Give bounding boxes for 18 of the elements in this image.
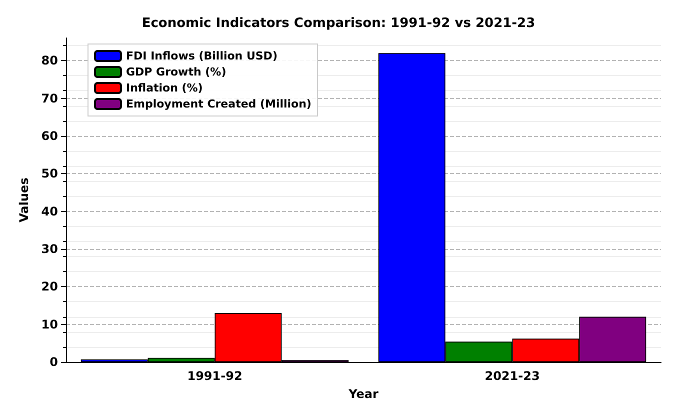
y-tick-label: 50 <box>41 166 58 181</box>
legend-label: Inflation (%) <box>126 82 203 94</box>
y-tick-label: 60 <box>41 128 58 143</box>
y-tick-label: 20 <box>41 280 58 294</box>
chart-title: Economic Indicators Comparison: 1991-92 vs 2021-23 <box>142 16 536 31</box>
y-axis-title: Values <box>17 178 31 222</box>
legend-label: GDP Growth (%) <box>126 66 226 78</box>
y-tick-label: 70 <box>41 91 58 106</box>
y-tick-label: 0 <box>50 355 58 369</box>
y-tick-label: 30 <box>41 242 58 256</box>
y-tick-label: 40 <box>41 204 58 218</box>
x-tick-label: 2021-23 <box>484 369 540 383</box>
legend-label: FDI Inflows (Billion USD) <box>126 50 278 62</box>
x-axis-title: Year <box>348 387 378 401</box>
x-tick-label: 1991-92 <box>187 369 242 383</box>
y-tick-label: 80 <box>41 54 58 68</box>
y-tick-label: 10 <box>41 317 58 332</box>
legend-label: Employment Created (Million) <box>126 98 312 110</box>
